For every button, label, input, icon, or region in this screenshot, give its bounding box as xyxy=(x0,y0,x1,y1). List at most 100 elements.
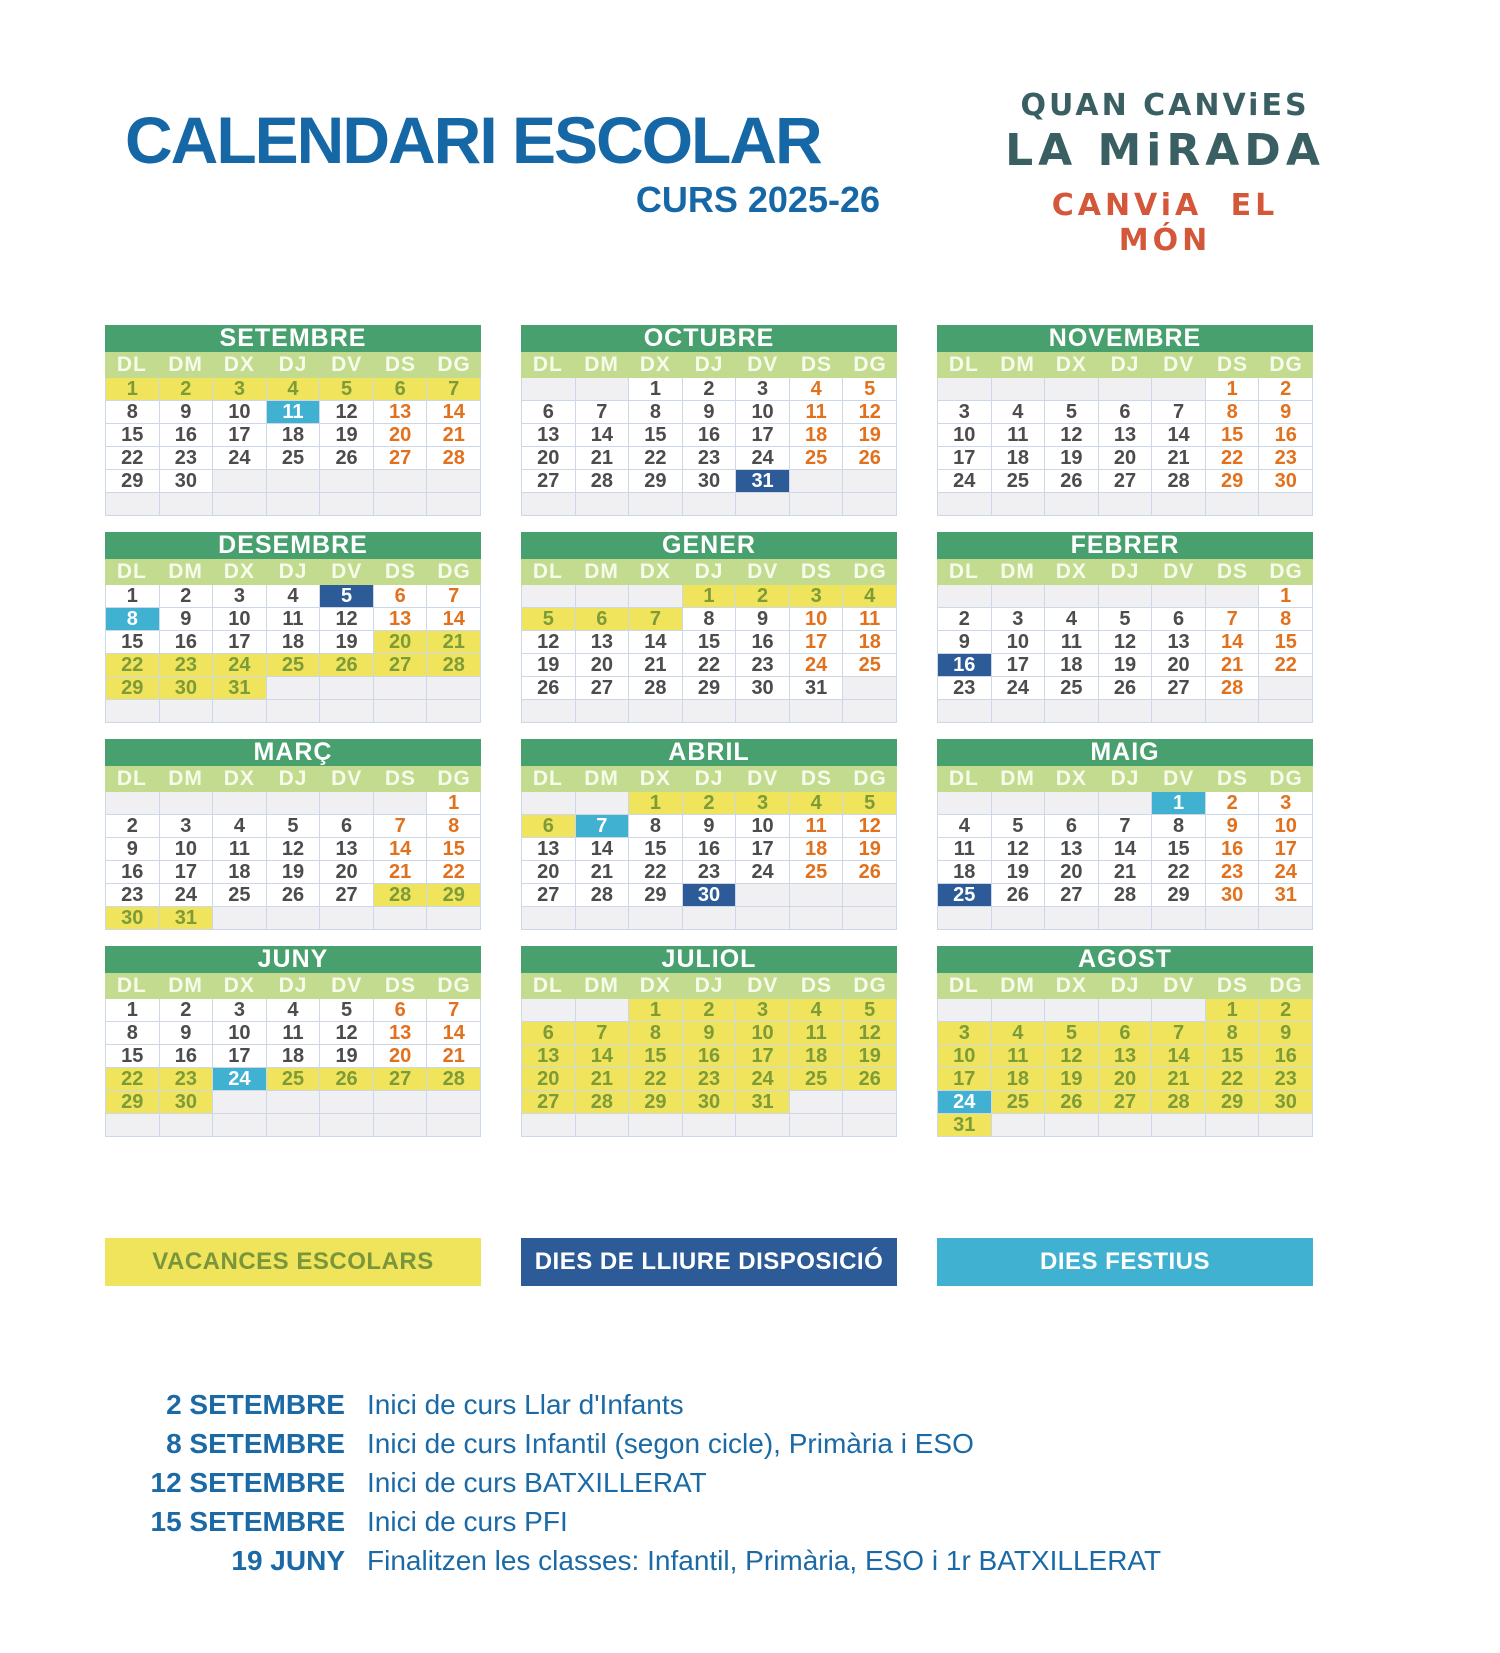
day-cell-empty xyxy=(1098,999,1153,1022)
month-calendar-febrer: FEBRER DL DM DX DJ DV DS DG 1 2 3 4 5 6 7 8 9 10 11 12 13 14 1… xyxy=(937,532,1313,723)
day-cell: 26 xyxy=(522,677,576,700)
day-cell: 17 xyxy=(736,1045,790,1068)
day-cell: 6 xyxy=(373,585,428,608)
day-cell: 17 xyxy=(938,447,992,470)
day-of-week-header: DG xyxy=(437,974,471,997)
day-cell: 19 xyxy=(266,861,321,884)
day-of-week-header: DV xyxy=(747,767,779,790)
day-cell: 21 xyxy=(575,861,630,884)
day-cell: 13 xyxy=(320,838,374,861)
day-cell-empty xyxy=(575,1114,630,1137)
day-cell: 20 xyxy=(373,1045,428,1068)
day-cell: 15 xyxy=(1205,1045,1260,1068)
day-cell-empty xyxy=(159,792,214,815)
month-calendar-abril: ABRIL DL DM DX DJ DV DS DG 1 2 3 4 5 6 7 8 9 10 11 12 13 14 15… xyxy=(521,739,897,930)
day-cell: 21 xyxy=(1152,447,1206,470)
day-cell: 7 xyxy=(1152,1022,1206,1045)
day-cell: 13 xyxy=(522,838,576,861)
day-cell: 28 xyxy=(427,447,481,470)
logo-line-2: LA MiRADA xyxy=(1005,125,1325,176)
day-of-week-header: DG xyxy=(437,767,471,790)
day-cell: 14 xyxy=(1205,631,1260,654)
day-cell: 15 xyxy=(1259,631,1313,654)
day-cell-empty xyxy=(373,1114,428,1137)
day-of-week-header: DX xyxy=(223,560,255,583)
day-cell: 18 xyxy=(789,424,844,447)
month-day-grid: 1 2 3 4 5 6 7 8 9 10 11 12 13 14 15 16 17 18 19 20 21 22 23 24 2… xyxy=(105,378,481,516)
day-cell-empty xyxy=(575,999,630,1022)
day-of-week-header: DS xyxy=(384,353,417,376)
page-title: CALENDARI ESCOLAR xyxy=(125,103,823,177)
day-cell: 23 xyxy=(1205,861,1260,884)
day-cell: 13 xyxy=(373,401,428,424)
day-of-week-header: DV xyxy=(747,974,779,997)
day-cell: 21 xyxy=(1205,654,1260,677)
day-cell: 25 xyxy=(266,1068,321,1091)
day-cell-empty xyxy=(1152,1114,1206,1137)
day-cell-empty xyxy=(1045,378,1099,401)
day-cell-empty xyxy=(522,585,576,608)
month-day-grid: 1 2 3 4 5 6 7 8 9 10 11 12 13 14 15 16 17 18 19 20 21 22 23 24 2… xyxy=(521,378,897,516)
day-cell-empty xyxy=(522,700,576,723)
day-cell: 10 xyxy=(213,1022,267,1045)
day-cell: 6 xyxy=(1152,608,1206,631)
day-of-week-header: DX xyxy=(639,974,671,997)
day-cell: 20 xyxy=(1098,447,1153,470)
day-cell-empty xyxy=(373,677,428,700)
day-cell: 1 xyxy=(106,585,160,608)
day-cell-empty xyxy=(629,907,683,930)
day-cell: 14 xyxy=(1098,838,1153,861)
day-of-week-header: DX xyxy=(639,560,671,583)
day-cell: 8 xyxy=(1152,815,1206,838)
day-cell: 11 xyxy=(789,815,844,838)
day-cell: 16 xyxy=(1259,424,1313,447)
day-cell: 11 xyxy=(266,608,321,631)
day-of-week-header: DJ xyxy=(278,974,308,997)
day-cell: 3 xyxy=(789,585,844,608)
day-cell: 24 xyxy=(736,861,790,884)
day-cell: 3 xyxy=(938,401,992,424)
day-cell: 26 xyxy=(1098,677,1153,700)
day-cell: 11 xyxy=(266,1022,321,1045)
day-cell-empty xyxy=(1259,700,1313,723)
day-cell: 13 xyxy=(373,608,428,631)
month-day-grid: 1 2 3 4 5 6 7 8 9 10 11 12 13 14 15 16 17 18 19 20 21 22 23 24 2… xyxy=(105,792,481,930)
day-cell: 10 xyxy=(789,608,844,631)
day-of-week-header: DJ xyxy=(1110,974,1140,997)
day-cell: 31 xyxy=(736,470,790,493)
day-cell: 13 xyxy=(373,1022,428,1045)
day-cell-empty xyxy=(938,585,992,608)
month-day-grid: 1 2 3 4 5 6 7 8 9 10 11 12 13 14 15 16 17 18 19 20 21 22 23 24 2… xyxy=(937,378,1313,516)
day-cell-empty xyxy=(682,493,737,516)
day-cell: 17 xyxy=(736,424,790,447)
day-cell: 27 xyxy=(373,447,428,470)
day-cell: 30 xyxy=(736,677,790,700)
day-cell-empty xyxy=(427,470,481,493)
day-cell: 16 xyxy=(106,861,160,884)
day-cell: 13 xyxy=(522,424,576,447)
day-cell-empty xyxy=(629,585,683,608)
month-day-grid: 1 2 3 4 5 6 7 8 9 10 11 12 13 14 15 16 17 18 19 20 21 22 23 24 2… xyxy=(521,585,897,723)
day-cell: 1 xyxy=(106,378,160,401)
day-cell-empty xyxy=(1205,907,1260,930)
day-cell-empty xyxy=(991,700,1046,723)
day-cell: 19 xyxy=(843,1045,897,1068)
day-cell: 6 xyxy=(522,815,576,838)
day-cell: 27 xyxy=(320,884,374,907)
day-cell-empty xyxy=(373,470,428,493)
day-cell: 4 xyxy=(789,792,844,815)
day-cell: 3 xyxy=(213,378,267,401)
month-day-grid: 1 2 3 4 5 6 7 8 9 10 11 12 13 14 15 16 17 18 19 20 21 22 23 24 2… xyxy=(521,792,897,930)
day-cell-empty xyxy=(320,1091,374,1114)
day-cell-empty xyxy=(1152,378,1206,401)
day-cell: 25 xyxy=(991,470,1046,493)
day-cell: 14 xyxy=(575,424,630,447)
day-cell: 8 xyxy=(1205,1022,1260,1045)
day-of-week-header: DM xyxy=(584,560,619,583)
day-cell: 8 xyxy=(106,1022,160,1045)
day-cell: 27 xyxy=(373,654,428,677)
day-cell: 17 xyxy=(736,838,790,861)
day-cell: 17 xyxy=(213,424,267,447)
day-cell: 28 xyxy=(1098,884,1153,907)
day-cell-empty xyxy=(427,907,481,930)
